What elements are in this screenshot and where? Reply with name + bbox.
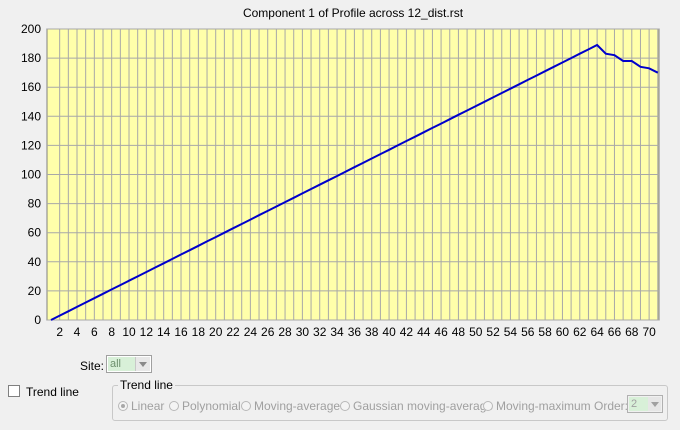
trend-line-group: [112, 385, 668, 421]
x-tick-label: 66: [608, 325, 622, 339]
chart-panel: Component 1 of Profile across 12_dist.rs…: [20, 6, 660, 339]
x-tick-label: 68: [625, 325, 639, 339]
x-tick-label: 10: [122, 325, 136, 339]
radio-linear[interactable]: Linear: [118, 399, 164, 413]
site-select-value: all: [108, 357, 138, 371]
order-select[interactable]: 2: [627, 395, 663, 413]
radio-icon: [241, 401, 251, 411]
order-label: Order:: [594, 399, 629, 413]
y-tick-label: 20: [28, 284, 42, 298]
y-tick-label: 120: [21, 138, 41, 152]
chart-title: Component 1 of Profile across 12_dist.rs…: [243, 6, 464, 20]
order-select-value: 2: [629, 397, 649, 411]
x-tick-label: 14: [157, 325, 171, 339]
x-tick-label: 16: [174, 325, 188, 339]
y-tick-label: 180: [21, 51, 41, 65]
trend-line-checkbox[interactable]: [8, 385, 20, 397]
radio-icon: [340, 401, 350, 411]
radio-checked-icon: [118, 401, 128, 411]
y-tick-label: 200: [21, 22, 41, 36]
x-tick-label: 8: [108, 325, 115, 339]
radio-moving-maximum[interactable]: Moving-maximum: [483, 399, 591, 413]
x-tick-label: 22: [226, 325, 240, 339]
x-tick-label: 4: [74, 325, 81, 339]
trend-line-checkbox-label[interactable]: Trend line: [26, 385, 79, 399]
x-tick-label: 44: [417, 325, 431, 339]
radio-icon: [169, 401, 179, 411]
series-line: [50, 43, 659, 321]
x-tick-label: 28: [278, 325, 292, 339]
x-tick-label: 60: [556, 325, 570, 339]
x-tick-label: 26: [261, 325, 275, 339]
x-tick-label: 48: [452, 325, 466, 339]
x-tick-label: 54: [504, 325, 518, 339]
x-tick-label: 34: [330, 325, 344, 339]
y-tick-label: 100: [21, 168, 41, 182]
x-tick-label: 6: [91, 325, 98, 339]
x-tick-label: 42: [400, 325, 414, 339]
x-tick-label: 32: [313, 325, 327, 339]
x-tick-label: 12: [140, 325, 154, 339]
x-tick-label: 38: [365, 325, 379, 339]
x-tick-label: 46: [434, 325, 448, 339]
x-tick-label: 36: [348, 325, 362, 339]
x-tick-label: 40: [382, 325, 396, 339]
x-tick-label: 30: [296, 325, 310, 339]
y-tick-label: 160: [21, 80, 41, 94]
y-tick-label: 60: [28, 226, 42, 240]
y-tick-label: 0: [34, 313, 41, 327]
trend-line-group-title: Trend line: [118, 378, 175, 392]
chevron-down-icon[interactable]: [648, 397, 661, 411]
x-tick-label: 50: [469, 325, 483, 339]
x-tick-label: 70: [642, 325, 656, 339]
x-tick-label: 64: [590, 325, 604, 339]
site-label: Site:: [80, 359, 105, 373]
x-tick-label: 24: [244, 325, 258, 339]
radio-icon: [483, 401, 493, 411]
controls-panel: Site: all Trend line Trend line Linear P…: [0, 345, 680, 430]
y-tick-label: 140: [21, 109, 41, 123]
x-tick-label: 58: [538, 325, 552, 339]
radio-gaussian-moving-average[interactable]: Gaussian moving-average: [340, 399, 493, 413]
line-chart: Component 1 of Profile across 12_dist.rs…: [21, 6, 660, 339]
radio-polynomial[interactable]: Polynomial: [169, 399, 241, 413]
x-tick-label: 20: [209, 325, 223, 339]
x-tick-label: 56: [521, 325, 535, 339]
x-tick-label: 52: [486, 325, 500, 339]
y-tick-label: 40: [28, 255, 42, 269]
chevron-down-icon[interactable]: [135, 357, 150, 371]
x-tick-label: 18: [192, 325, 206, 339]
x-tick-label: 62: [573, 325, 587, 339]
radio-moving-average[interactable]: Moving-average: [241, 399, 340, 413]
site-select[interactable]: all: [106, 355, 152, 373]
grid: [47, 28, 659, 321]
x-tick-label: 2: [56, 325, 63, 339]
y-tick-label: 80: [28, 197, 42, 211]
